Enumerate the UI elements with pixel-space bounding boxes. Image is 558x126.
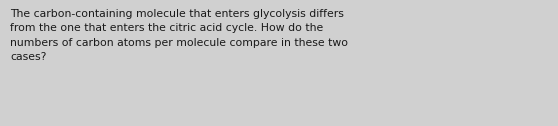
Text: The carbon-containing molecule that enters glycolysis differs
from the one that : The carbon-containing molecule that ente… (10, 9, 348, 62)
